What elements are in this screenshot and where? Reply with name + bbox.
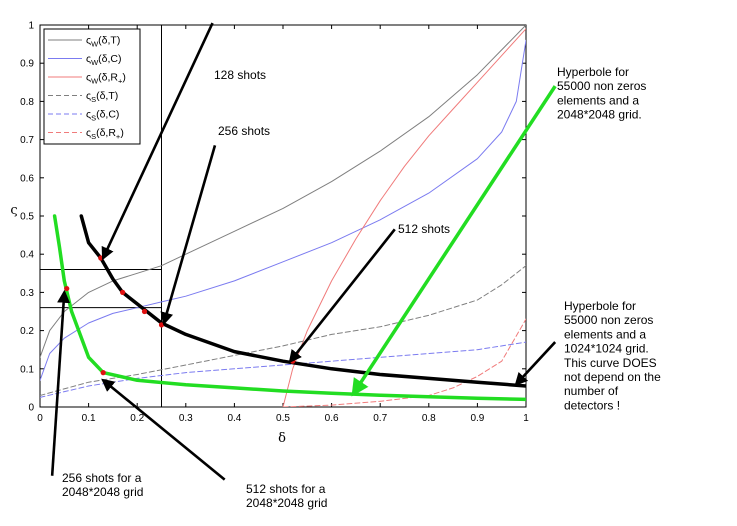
annotation-text: 512 shots for a 2048*2048 grid bbox=[246, 482, 327, 510]
legend-label: ςS(δ,T) bbox=[86, 90, 118, 104]
legend-label: ςW(δ,C) bbox=[86, 53, 122, 67]
x-tick-label: 0 bbox=[37, 413, 43, 424]
shot-marker bbox=[98, 255, 104, 261]
annotation-text: 512 shots bbox=[398, 222, 450, 236]
shot-marker bbox=[64, 285, 70, 292]
legend: ςW(δ,T) ςW(δ,C) ςW(δ,R+) ςS(δ,T) ςS(δ,C) ςS(δ… bbox=[43, 28, 141, 145]
x-tick-label: 0.9 bbox=[470, 413, 484, 424]
annotation-arrow bbox=[514, 341, 557, 386]
annotation-arrow bbox=[101, 378, 226, 481]
annotation-text: 256 shots bbox=[218, 124, 270, 138]
x-tick-label: 0.4 bbox=[227, 413, 241, 424]
y-tick-label: 1 bbox=[28, 21, 34, 32]
annotation-arrow bbox=[288, 228, 396, 364]
annotation-text: Hyperbole for 55000 non zeros elements and… bbox=[557, 65, 646, 122]
annotation-arrow bbox=[50, 289, 71, 476]
y-tick-label: 0.3 bbox=[20, 288, 34, 299]
series-line bbox=[40, 341, 526, 398]
x-tick-label: 0.6 bbox=[325, 413, 339, 424]
annotation-arrow bbox=[101, 22, 214, 261]
series-line bbox=[282, 318, 526, 407]
legend-box bbox=[43, 28, 141, 145]
series-line bbox=[79, 214, 526, 388]
x-tick-label: 1 bbox=[523, 413, 529, 424]
y-tick-label: 0.4 bbox=[20, 250, 34, 261]
x-tick-label: 0.7 bbox=[373, 413, 387, 424]
legend-label: ςW(δ,T) bbox=[86, 35, 120, 49]
x-tick-label: 0.2 bbox=[130, 413, 144, 424]
shot-marker bbox=[158, 322, 165, 328]
axis-ticks: 0 0.1 0.2 0.3 0.4 0.5 0.6 0.7 0.8 0.9 1 0 0.1 0.2 0.3 0… bbox=[20, 21, 529, 425]
annotation-arrow bbox=[351, 85, 557, 397]
annotation-arrow bbox=[160, 144, 217, 326]
shot-marker bbox=[100, 370, 106, 376]
x-tick-label: 0.8 bbox=[422, 413, 436, 424]
y-tick-label: 0.9 bbox=[20, 59, 34, 70]
x-tick-label: 0.3 bbox=[179, 413, 193, 424]
x-axis-label: δ bbox=[278, 431, 286, 446]
series-line bbox=[40, 25, 526, 358]
y-tick-label: 0.8 bbox=[20, 97, 34, 108]
legend-label: ςW(δ,R+) bbox=[86, 72, 126, 86]
y-tick-label: 0.7 bbox=[20, 135, 34, 146]
series-line bbox=[40, 39, 526, 381]
series-line bbox=[282, 28, 526, 407]
y-tick-label: 0.2 bbox=[20, 326, 34, 337]
annotation-arrows bbox=[50, 22, 557, 481]
y-tick-label: 0.5 bbox=[20, 212, 34, 223]
annotation-text: 128 shots bbox=[214, 68, 266, 82]
y-tick-label: 0.6 bbox=[20, 173, 34, 184]
y-axis-label: ς bbox=[10, 203, 17, 218]
y-tick-label: 0 bbox=[28, 403, 34, 414]
legend-label: ςS(δ,R+) bbox=[86, 127, 124, 141]
y-tick-label: 0.1 bbox=[20, 364, 34, 375]
annotation-text: 256 shots for a 2048*2048 grid bbox=[62, 471, 143, 499]
x-tick-label: 0.5 bbox=[276, 413, 290, 424]
shot-marker bbox=[120, 289, 126, 295]
annotations: 128 shots 256 shots 512 shots Hyperbole for… bbox=[62, 65, 661, 510]
annotation-text: Hyperbole for 55000 non zeros elements and… bbox=[564, 299, 661, 412]
x-tick-label: 0.1 bbox=[82, 413, 96, 424]
shot-marker bbox=[141, 308, 148, 315]
legend-label: ςS(δ,C) bbox=[86, 109, 119, 123]
